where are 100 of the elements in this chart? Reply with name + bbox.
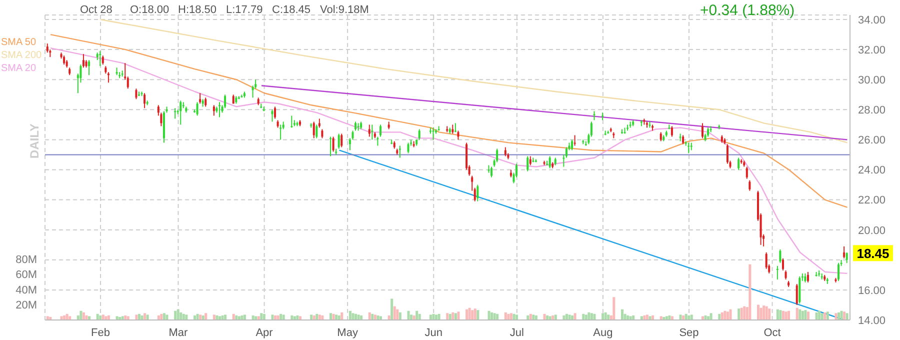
bar [232,314,235,320]
bar [824,312,826,320]
bar [679,314,682,320]
bar [196,314,199,320]
bar [429,314,432,320]
bar [310,314,313,320]
bar [496,314,499,320]
bar [293,316,296,320]
annotation: H:18.50 [178,4,217,16]
bar [368,312,371,320]
text: SMA 20 [1,62,38,75]
candlestick [454,122,456,133]
bar [690,314,693,320]
bar [843,312,846,320]
bar [804,310,807,320]
candlestick [529,156,532,166]
bar [218,316,221,320]
bar [512,314,516,320]
y2-tick-label: 80M [16,254,37,266]
candlestick [316,124,318,139]
candlestick [846,252,848,264]
candlestick [738,157,740,170]
bar [212,314,216,320]
y-tick-label: 20.00 [858,224,886,237]
candlestick [796,283,798,306]
bar [298,316,302,320]
bar [282,314,285,320]
bar [180,312,182,320]
candlestick [476,184,479,202]
candlestick [354,121,357,132]
bar [410,314,413,320]
bar [604,312,607,320]
candlestick [212,104,215,116]
y-tick-label: 22.00 [858,194,886,207]
bar [602,313,604,320]
bar [204,313,208,320]
candlestick [332,136,334,152]
annotation: Oct 28 [80,4,112,16]
candlestick [748,180,751,192]
candlestick [660,132,662,142]
candlestick [496,148,498,163]
bar [646,314,648,320]
bar [371,314,374,320]
y-tick-label: 24.00 [858,164,886,177]
candlestick [782,258,784,271]
text: SMA 200 [1,49,42,62]
candlestick [398,145,401,158]
x-tick-label: Jul [510,326,524,339]
candlestick [199,92,202,104]
candlestick [318,118,320,128]
bar [416,310,418,320]
bar [818,310,821,320]
annotation: C:18.45 [272,4,311,16]
bar [185,314,188,320]
candlestick [180,100,182,126]
candlestick [407,142,410,154]
bar [801,310,804,320]
candlestick [488,164,490,174]
candlestick [368,124,370,138]
candlestick [548,156,551,169]
bar [768,308,771,320]
candlestick [204,97,207,108]
y2-tick-label: 60M [16,269,37,282]
bar [820,313,824,320]
candlestick [371,124,374,140]
candlestick [321,128,324,139]
candlestick [701,122,704,139]
x-tick-label: Feb [91,326,110,339]
bar [348,310,352,320]
series-label: SMA 50 [1,36,38,49]
bar [718,314,721,320]
bar [724,310,726,320]
bar [548,316,552,320]
bar [624,314,626,320]
bar [318,314,321,320]
bar [504,312,507,320]
candlestick [571,139,574,151]
bar [846,313,848,320]
candlestick [432,127,434,140]
annotation: O:18.00 [130,4,170,16]
candlestick [340,133,343,148]
candlestick [280,124,282,140]
bar [452,312,454,320]
candlestick [806,271,809,283]
bar [532,314,535,320]
bar [507,314,510,320]
bar [493,313,496,320]
bar [629,316,632,320]
bar [543,314,546,320]
candlestick [726,144,728,164]
bar [660,316,662,320]
bar [760,308,762,320]
bar [726,312,729,320]
bar [516,314,518,320]
bar [330,313,332,320]
bar [243,314,246,320]
candlestick [526,156,529,172]
bar [260,313,263,320]
bar [379,316,382,320]
bar [448,314,452,320]
